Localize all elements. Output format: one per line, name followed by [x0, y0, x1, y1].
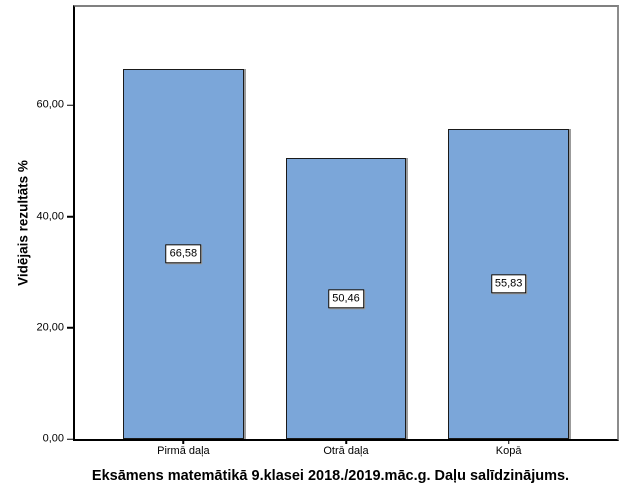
y-tick-label: 20,00 — [36, 321, 64, 334]
chart-title: Eksāmens matemātikā 9.klasei 2018./2019.… — [91, 468, 570, 484]
plot-area: 0,00 20,00 40,00 60,00 66,58 Pirmā daļa 50,46 O… — [36, 5, 619, 457]
x-tick-mark — [182, 439, 185, 444]
y-axis-title: Vidējais rezultāts % — [15, 160, 31, 286]
category-label: Otrā daļa — [323, 445, 369, 457]
x-tick-mark — [507, 439, 510, 444]
y-tick-label: 40,00 — [36, 210, 64, 223]
y-tick-mark — [67, 104, 74, 107]
category-label: Pirmā daļa — [157, 445, 210, 457]
y-tick-label: 60,00 — [36, 98, 64, 111]
y-tick-mark — [67, 215, 74, 218]
x-tick-mark — [345, 439, 347, 444]
category-label: Kopā — [495, 445, 522, 457]
bar-value-label: 55,83 — [490, 274, 527, 294]
y-tick-mark — [67, 327, 74, 329]
bar-value-label: 50,46 — [328, 289, 364, 309]
y-tick-mark — [67, 438, 74, 440]
y-tick-label: 0,00 — [42, 432, 64, 445]
bar-value-label: 66,58 — [165, 244, 202, 264]
